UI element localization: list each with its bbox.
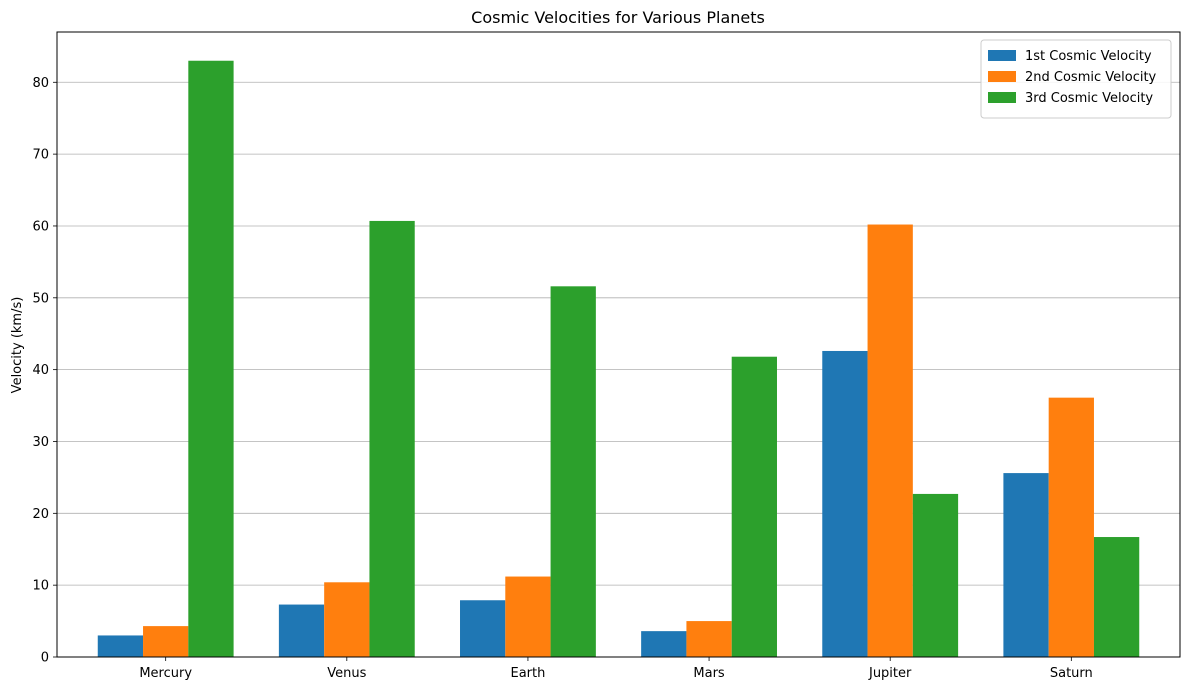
legend-label: 1st Cosmic Velocity bbox=[1025, 49, 1152, 64]
y-tick-label: 10 bbox=[32, 579, 49, 594]
y-tick-label: 30 bbox=[32, 435, 49, 450]
y-axis-label: Velocity (km/s) bbox=[10, 297, 25, 394]
y-tick-label: 70 bbox=[32, 148, 49, 163]
y-tick-label: 20 bbox=[32, 507, 49, 522]
legend: 1st Cosmic Velocity 2nd Cosmic Velocity 3r… bbox=[980, 39, 1172, 119]
bar-saturn-series-1 bbox=[1003, 473, 1049, 657]
bars bbox=[97, 60, 1140, 658]
legend-label: 3rd Cosmic Velocity bbox=[1025, 91, 1153, 106]
bar-jupiter-series-3 bbox=[912, 493, 959, 657]
chart-title: Cosmic Velocities for Various Planets bbox=[471, 8, 765, 27]
y-tick-label: 40 bbox=[32, 363, 49, 378]
y-tick-label: 0 bbox=[41, 651, 49, 666]
legend-swatch bbox=[988, 92, 1016, 103]
legend-box bbox=[980, 39, 1172, 119]
x-tick-label: Mercury bbox=[139, 666, 192, 681]
bar-venus-series-2 bbox=[324, 582, 370, 657]
axes: 0 10 20 30 40 50 60 70 80 Mercury Venus Earth Mars Ju… bbox=[32, 31, 1181, 681]
x-tick-label: Earth bbox=[510, 666, 545, 681]
bar-mars-series-3 bbox=[731, 356, 777, 657]
y-tick-label: 50 bbox=[32, 291, 49, 306]
x-tick-label: Saturn bbox=[1050, 666, 1093, 681]
bar-venus-series-1 bbox=[278, 604, 325, 657]
legend-label: 2nd Cosmic Velocity bbox=[1025, 70, 1157, 85]
bar-venus-series-3 bbox=[369, 220, 415, 658]
bar-earth-series-3 bbox=[550, 286, 596, 657]
x-tick-label: Venus bbox=[327, 666, 366, 681]
bar-mercury-series-2 bbox=[143, 626, 189, 657]
x-tick-label: Jupiter bbox=[868, 666, 912, 681]
bar-mars-series-1 bbox=[641, 631, 687, 657]
y-tick-label: 60 bbox=[32, 219, 49, 234]
x-tick-label: Mars bbox=[693, 666, 725, 681]
bar-mars-series-2 bbox=[686, 621, 732, 657]
bar-saturn-series-2 bbox=[1048, 397, 1094, 657]
bar-jupiter-series-1 bbox=[822, 350, 868, 657]
bar-saturn-series-3 bbox=[1093, 537, 1140, 657]
bar-earth-series-1 bbox=[460, 600, 506, 657]
plot-frame bbox=[56, 31, 1181, 658]
bar-jupiter-series-2 bbox=[867, 224, 913, 657]
grid-lines bbox=[57, 81, 1180, 586]
bar-earth-series-2 bbox=[505, 576, 551, 657]
legend-swatch bbox=[988, 50, 1016, 61]
legend-swatch bbox=[988, 71, 1016, 82]
bar-mercury-series-3 bbox=[188, 60, 234, 657]
y-tick-label: 80 bbox=[32, 76, 49, 91]
bar-mercury-series-1 bbox=[97, 635, 144, 657]
